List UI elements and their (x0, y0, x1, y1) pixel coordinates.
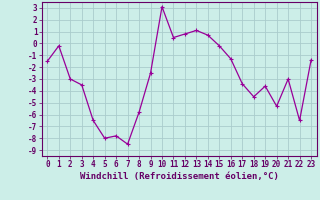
X-axis label: Windchill (Refroidissement éolien,°C): Windchill (Refroidissement éolien,°C) (80, 172, 279, 181)
